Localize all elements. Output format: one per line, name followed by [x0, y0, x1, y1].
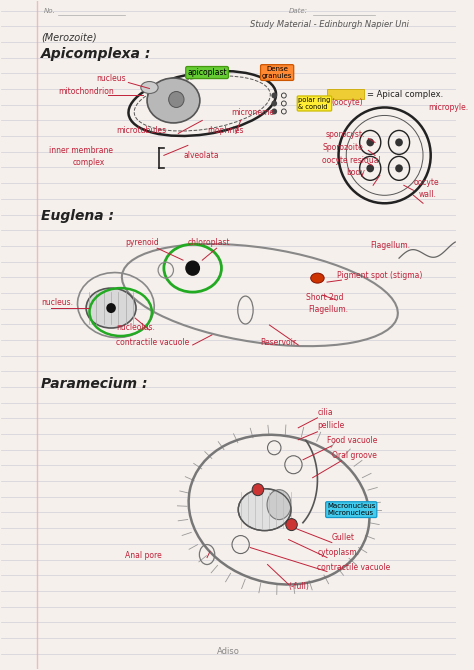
Text: nucleus.: nucleus. [41, 298, 73, 307]
Text: polar ring
& conoid: polar ring & conoid [298, 97, 331, 110]
Text: oocyte residual: oocyte residual [322, 156, 381, 165]
Text: Study Material - Edinburgh Napier Uni: Study Material - Edinburgh Napier Uni [250, 19, 409, 29]
Text: cilia: cilia [318, 408, 333, 417]
Text: contractile vacuole: contractile vacuole [116, 338, 189, 347]
Text: Food vacuole: Food vacuole [327, 436, 377, 445]
Bar [327, 88, 364, 99]
Text: mitochondrion: mitochondrion [58, 86, 114, 96]
Text: nucleus: nucleus [97, 74, 126, 82]
Circle shape [366, 164, 374, 172]
Text: Sporozoite: Sporozoite [322, 143, 363, 152]
Text: (-full): (-full) [289, 582, 310, 592]
Text: microtubules: microtubules [116, 127, 166, 135]
Text: inner membrane: inner membrane [49, 146, 113, 155]
Text: nucleolus.: nucleolus. [116, 323, 155, 332]
Text: (oocyte): (oocyte) [332, 98, 364, 107]
Text: Anal pore: Anal pore [126, 551, 162, 559]
Text: Flagellum.: Flagellum. [370, 241, 410, 250]
Text: Date:: Date: [289, 7, 308, 13]
Text: cytoplasm.: cytoplasm. [318, 547, 359, 557]
Text: Euglena :: Euglena : [41, 209, 114, 223]
Circle shape [169, 92, 184, 107]
Text: alveolata: alveolata [183, 151, 219, 160]
Circle shape [395, 164, 403, 172]
Text: pyrenoid: pyrenoid [126, 239, 159, 247]
Ellipse shape [141, 82, 158, 94]
Text: contractile vacuole: contractile vacuole [318, 563, 391, 572]
Text: body: body [346, 168, 365, 178]
Ellipse shape [311, 273, 324, 283]
Text: Gullet: Gullet [332, 533, 355, 541]
Circle shape [252, 484, 264, 496]
Text: Paramecium :: Paramecium : [41, 377, 147, 391]
Circle shape [272, 100, 277, 107]
Text: Macronucleus
Micronucleus: Macronucleus Micronucleus [327, 503, 375, 516]
Text: pellicle: pellicle [318, 421, 345, 430]
Circle shape [272, 109, 277, 115]
Text: wall.: wall. [418, 190, 436, 199]
Circle shape [395, 139, 403, 146]
Text: No.: No. [44, 7, 55, 13]
Text: apicoplast: apicoplast [187, 68, 227, 77]
Ellipse shape [147, 78, 200, 123]
Text: complex: complex [73, 158, 105, 168]
Text: = Apical complex.: = Apical complex. [367, 90, 444, 99]
Text: Flagellum.: Flagellum. [308, 305, 348, 314]
Circle shape [272, 92, 277, 98]
Text: microneme: microneme [231, 109, 274, 117]
Circle shape [286, 519, 297, 531]
Text: micropyle.: micropyle. [428, 103, 468, 113]
Text: rhophries: rhophries [207, 127, 244, 135]
Ellipse shape [86, 288, 136, 328]
Ellipse shape [267, 490, 291, 520]
Text: Dense
granules: Dense granules [262, 66, 292, 79]
Text: sporocyst.: sporocyst. [325, 131, 365, 139]
Text: chloroplast: chloroplast [188, 239, 230, 247]
Circle shape [186, 261, 200, 275]
Circle shape [366, 139, 374, 146]
Text: Adiso: Adiso [217, 647, 240, 657]
Text: (Merozoite): (Merozoite) [41, 33, 97, 43]
Text: Reservoir: Reservoir [260, 338, 296, 347]
Text: oocyte: oocyte [413, 178, 439, 188]
Text: Oral groove: Oral groove [332, 451, 377, 460]
Text: Pigment spot (stigma): Pigment spot (stigma) [337, 271, 422, 280]
Text: Short 2nd: Short 2nd [306, 293, 344, 302]
Text: Apicomplexa :: Apicomplexa : [41, 47, 151, 60]
Circle shape [106, 303, 116, 313]
Ellipse shape [238, 488, 291, 531]
